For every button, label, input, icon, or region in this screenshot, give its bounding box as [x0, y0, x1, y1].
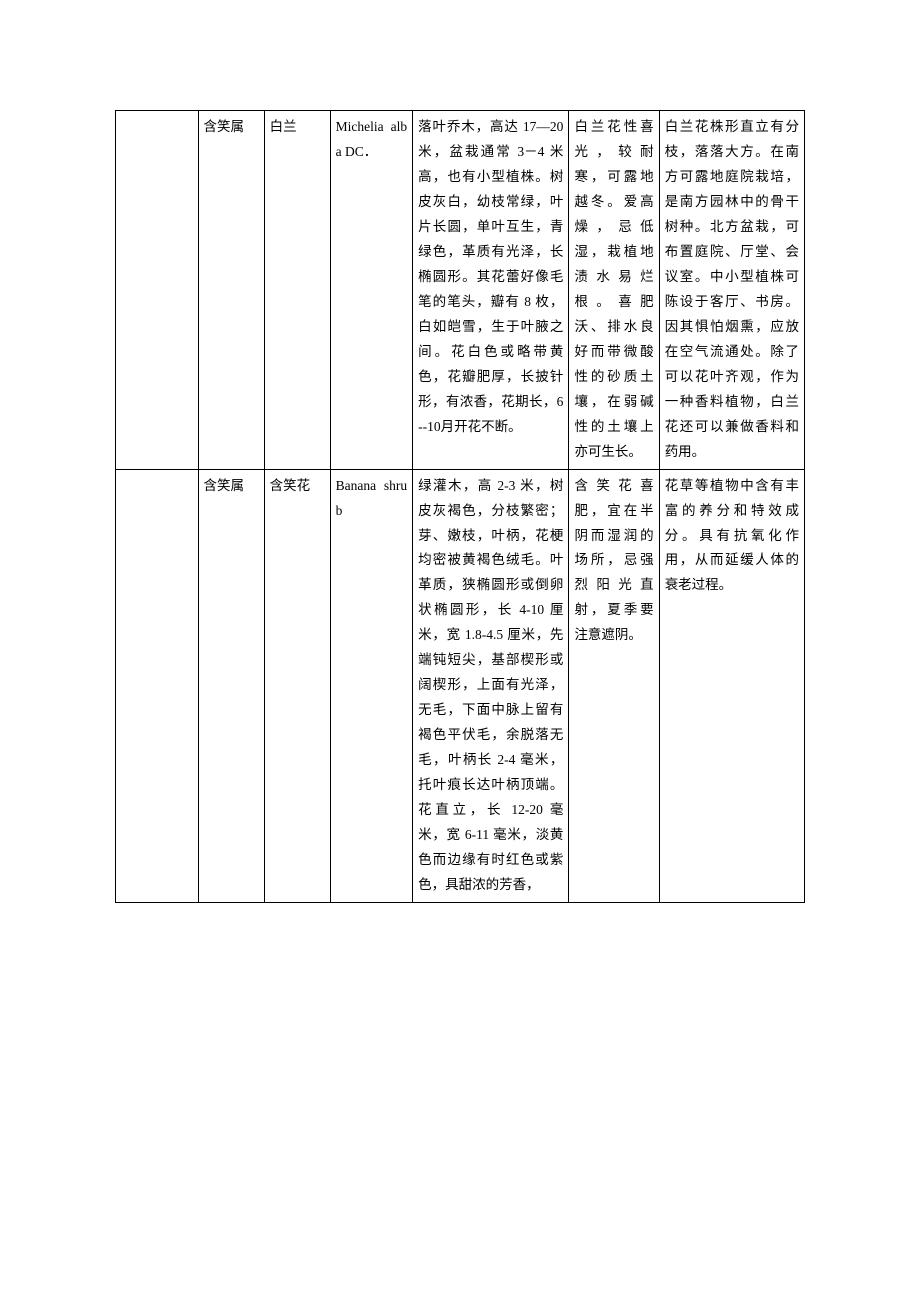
cell-latin-name: Banana shrub — [330, 469, 413, 902]
cell-family — [116, 111, 199, 470]
document-page: 含笑属 白兰 Michelia alba DC． 落叶乔木，高达 17—20 米… — [0, 0, 920, 983]
cell-latin-name: Michelia alba DC． — [330, 111, 413, 470]
plant-info-table: 含笑属 白兰 Michelia alba DC． 落叶乔木，高达 17—20 米… — [115, 110, 805, 903]
cell-habit: 含笑花喜肥，宜在半阴而湿润的场所，忌强烈阳光直射，夏季要注意遮阴。 — [569, 469, 659, 902]
cell-morphology: 绿灌木，高 2-3 米，树皮灰褐色，分枝繁密；芽、嫩枝，叶柄，花梗均密被黄褐色绒… — [413, 469, 569, 902]
cell-species-cn: 白兰 — [264, 111, 330, 470]
cell-family — [116, 469, 199, 902]
cell-species-cn: 含笑花 — [264, 469, 330, 902]
table-row: 含笑属 白兰 Michelia alba DC． 落叶乔木，高达 17—20 米… — [116, 111, 805, 470]
cell-genus: 含笑属 — [198, 111, 264, 470]
cell-usage: 花草等植物中含有丰富的养分和特效成分。具有抗氧化作用，从而延缓人体的衰老过程。 — [659, 469, 804, 902]
cell-morphology: 落叶乔木，高达 17—20 米，盆栽通常 3－4 米高，也有小型植株。树皮灰白，… — [413, 111, 569, 470]
cell-usage: 白兰花株形直立有分枝，落落大方。在南方可露地庭院栽培，是南方园林中的骨干树种。北… — [659, 111, 804, 470]
cell-genus: 含笑属 — [198, 469, 264, 902]
table-row: 含笑属 含笑花 Banana shrub 绿灌木，高 2-3 米，树皮灰褐色，分… — [116, 469, 805, 902]
cell-habit: 白兰花性喜光，较耐寒，可露地越冬。爱高燥，忌低湿，栽植地渍水易烂根。喜肥沃、排水… — [569, 111, 659, 470]
